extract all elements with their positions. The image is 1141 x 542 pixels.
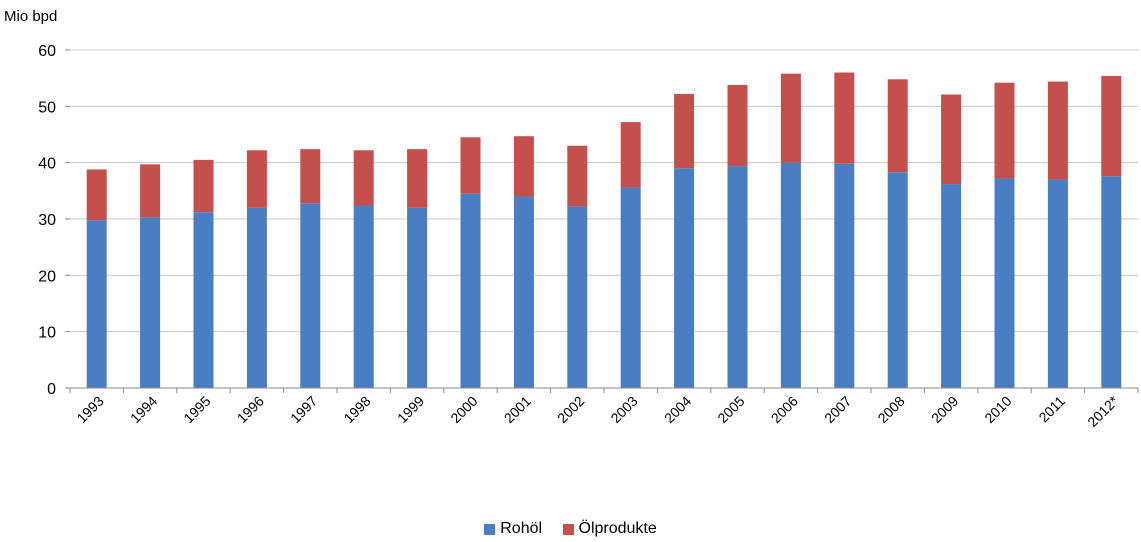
x-tick-label: 2000 xyxy=(447,393,480,426)
x-tick-label: 2001 xyxy=(501,393,534,426)
bar-products-1999 xyxy=(407,149,428,208)
bar-products-2004 xyxy=(674,93,695,169)
y-tick-label: 40 xyxy=(38,156,56,173)
y-axis-ticks: 0 10 20 30 40 50 60 xyxy=(38,43,70,398)
y-axis-unit-label: Mio bpd xyxy=(4,8,58,25)
legend-item-crude: Rohöl xyxy=(484,520,542,538)
bar-products-1994 xyxy=(140,164,161,218)
legend-swatch-products xyxy=(562,523,574,535)
bar-products-2012* xyxy=(1101,75,1122,177)
y-tick-label: 20 xyxy=(38,268,56,285)
bars xyxy=(86,72,1122,388)
y-tick-label: 50 xyxy=(38,99,56,116)
x-tick-label: 1997 xyxy=(287,393,320,426)
x-tick-label: 1994 xyxy=(127,393,160,426)
bar-products-2011 xyxy=(1047,81,1068,180)
bar-products-2010 xyxy=(994,82,1015,179)
x-tick-label: 2004 xyxy=(661,393,694,426)
x-tick-label: 2005 xyxy=(714,393,747,426)
bar-products-2006 xyxy=(780,73,801,163)
bar-crude-1995 xyxy=(193,212,214,388)
bar-products-2008 xyxy=(887,79,908,173)
x-tick-label: 2003 xyxy=(607,393,640,426)
bar-crude-2011 xyxy=(1047,179,1068,388)
bar-crude-2000 xyxy=(460,193,481,388)
bar-products-1995 xyxy=(193,159,214,213)
bar-crude-2003 xyxy=(620,187,641,388)
bar-crude-2006 xyxy=(780,162,801,388)
bar-products-2001 xyxy=(513,136,534,197)
bar-products-2005 xyxy=(727,84,748,167)
bar-crude-2010 xyxy=(994,178,1015,388)
bar-crude-2007 xyxy=(834,163,855,388)
bar-crude-1998 xyxy=(353,205,374,388)
x-axis-ticks: 1993 1994 1995 1996 1997 1998 1999 2000 2001 2002… xyxy=(69,388,1139,430)
legend-label-crude: Rohöl xyxy=(500,520,543,537)
x-tick-label: 1998 xyxy=(340,393,373,426)
bar-crude-2002 xyxy=(567,206,588,388)
y-tick-label: 60 xyxy=(38,43,56,60)
bar-products-2002 xyxy=(567,145,588,207)
x-tick-label: 2008 xyxy=(874,393,907,426)
legend: Rohöl Ölprodukte xyxy=(0,520,1141,540)
bar-products-2000 xyxy=(460,137,481,194)
x-tick-label: 2002 xyxy=(554,393,587,426)
bar-crude-1996 xyxy=(246,207,267,388)
y-tick-label: 10 xyxy=(38,325,56,342)
x-tick-label: 1995 xyxy=(180,393,213,426)
bar-crude-2008 xyxy=(887,172,908,388)
legend-item-products: Ölprodukte xyxy=(562,520,657,538)
y-tick-label: 0 xyxy=(47,381,56,398)
gridlines xyxy=(70,49,1138,389)
bar-crude-2004 xyxy=(674,168,695,388)
legend-swatch-crude xyxy=(484,523,496,535)
x-tick-label: 2010 xyxy=(981,393,1014,426)
bar-products-1993 xyxy=(86,169,107,221)
y-tick-label: 30 xyxy=(38,212,56,229)
x-tick-label: 1999 xyxy=(394,393,427,426)
x-tick-label: 1996 xyxy=(234,393,267,426)
bar-crude-1999 xyxy=(407,207,428,388)
bar-crude-2001 xyxy=(513,196,534,388)
bar-crude-2012* xyxy=(1101,176,1122,388)
bar-products-2009 xyxy=(941,94,962,185)
bar-crude-2009 xyxy=(941,184,962,388)
x-tick-label: 2011 xyxy=(1035,393,1068,426)
bar-crude-1994 xyxy=(140,217,161,388)
bar-products-2007 xyxy=(834,72,855,164)
bar-crude-1993 xyxy=(86,220,107,388)
x-tick-label: 2006 xyxy=(768,393,801,426)
x-tick-label: 1993 xyxy=(73,393,106,426)
bar-products-1997 xyxy=(300,149,321,204)
x-tick-label: 2009 xyxy=(928,393,961,426)
bar-products-2003 xyxy=(620,122,641,188)
legend-label-products: Ölprodukte xyxy=(578,520,657,537)
bar-crude-2005 xyxy=(727,166,748,388)
x-tick-label: 2007 xyxy=(821,393,854,426)
x-tick-label: 2012* xyxy=(1084,392,1122,430)
bar-crude-1997 xyxy=(300,203,321,388)
bar-products-1996 xyxy=(246,150,267,208)
bar-products-1998 xyxy=(353,150,374,206)
